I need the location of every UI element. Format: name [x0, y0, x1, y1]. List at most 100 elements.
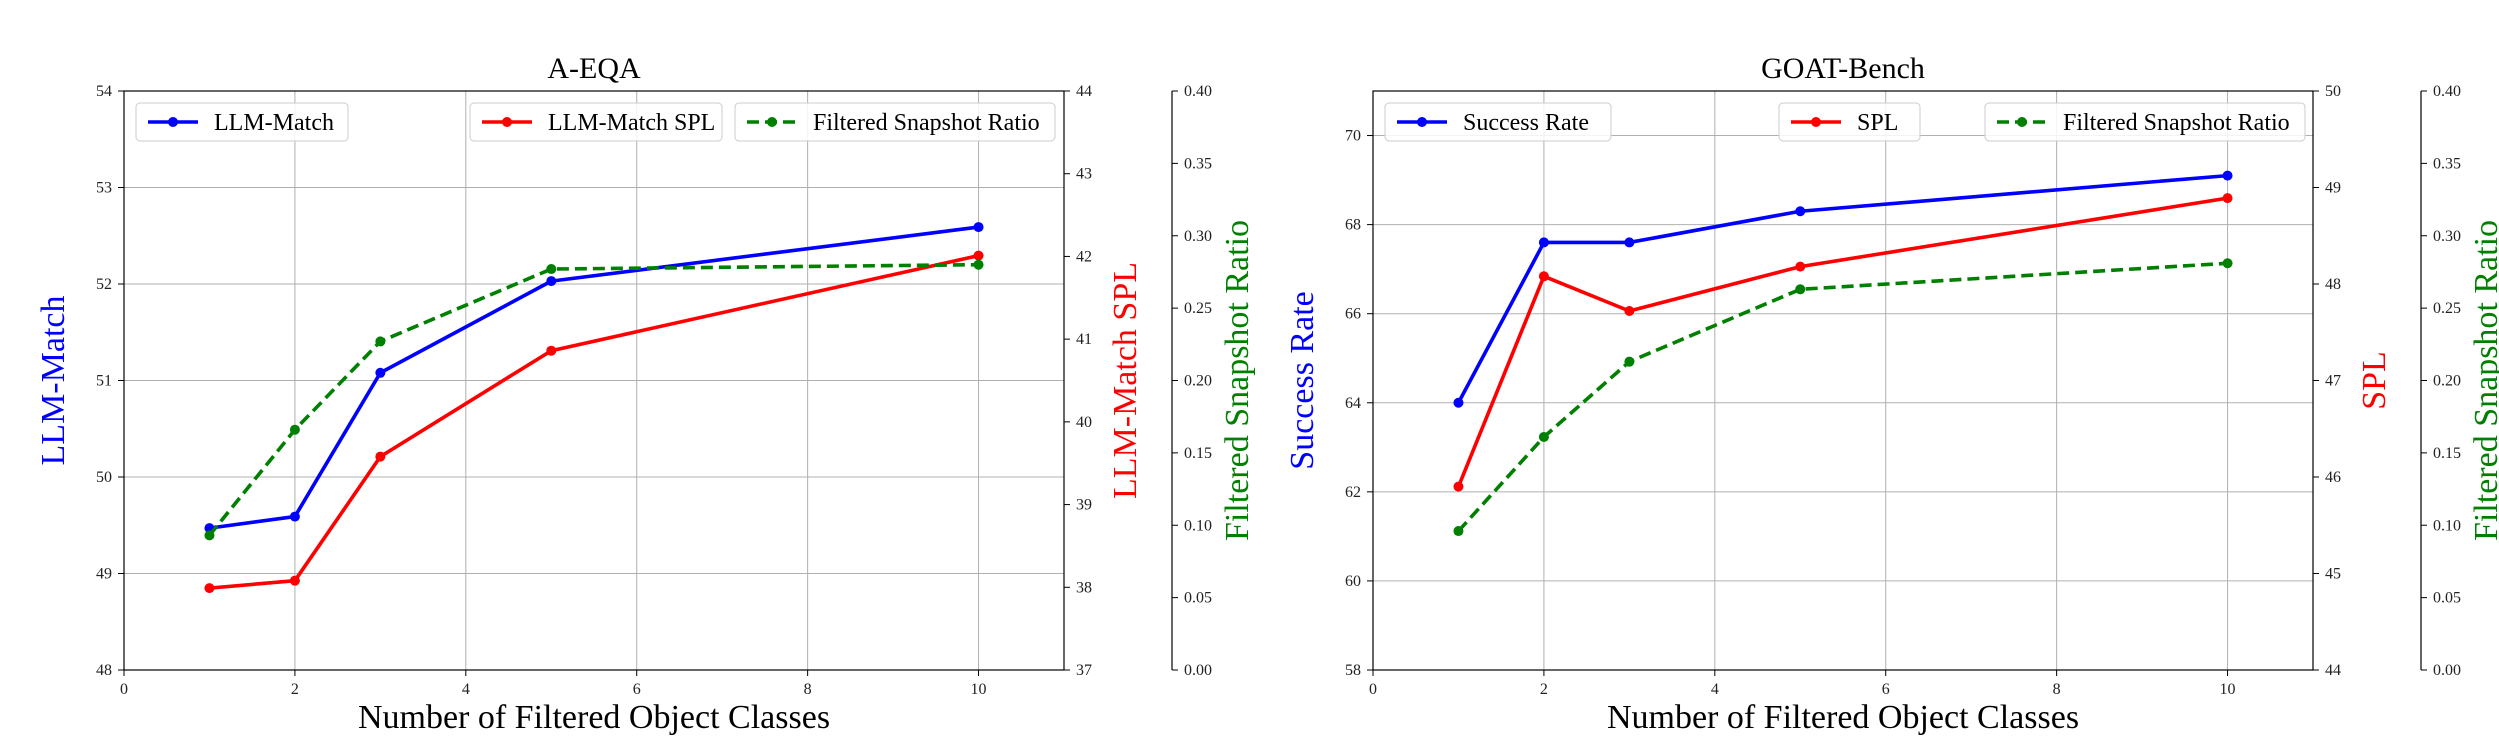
- legend-swatch-marker: [2017, 117, 2027, 127]
- legend-label: LLM-Match: [214, 110, 334, 136]
- legend-swatch-marker: [1811, 117, 1821, 127]
- y-tick-label: 66: [1345, 306, 1361, 323]
- y2-tick-label: 43: [1076, 166, 1092, 183]
- data-point: [1795, 284, 1806, 295]
- x-tick-label: 0: [1369, 681, 1377, 698]
- chart-title: GOAT-Bench: [1761, 52, 1925, 85]
- y2-tick-label: 44: [2325, 662, 2341, 679]
- y-tick-label: 52: [96, 276, 112, 293]
- x-tick-label: 10: [971, 681, 987, 698]
- y3-tick-label: 0.15: [2433, 445, 2461, 462]
- data-point: [375, 451, 386, 462]
- series-line: [1457, 261, 2228, 533]
- data-point: [546, 345, 557, 356]
- series-line: [209, 225, 979, 530]
- legend-top-center: LLM-Match SPL: [469, 102, 723, 142]
- y-tick-label: 68: [1345, 217, 1361, 234]
- y-tick-label: 51: [96, 373, 112, 390]
- legend-box: [1984, 102, 2306, 142]
- data-point: [973, 250, 984, 261]
- y-axis-label: LLM-Match: [35, 296, 72, 466]
- data-point: [289, 511, 300, 522]
- y3-tick-label: 0.15: [1184, 445, 1212, 462]
- x-tick-label: 2: [1540, 681, 1548, 698]
- legend-top-left: Success Rate: [1384, 102, 1612, 142]
- data-point: [973, 259, 984, 270]
- legend-box: [1384, 102, 1612, 142]
- y3-tick-label: 0.40: [2433, 83, 2461, 100]
- data-point: [1538, 271, 1549, 282]
- y-tick-label: 64: [1345, 395, 1361, 412]
- data-point: [1453, 397, 1464, 408]
- y-tick-label: 70: [1345, 128, 1361, 145]
- y-tick-label: 62: [1345, 484, 1361, 501]
- data-point: [1538, 237, 1549, 248]
- legend-label: Filtered Snapshot Ratio: [813, 110, 1040, 136]
- y3-tick-label: 0.35: [2433, 155, 2461, 172]
- legend-box: [469, 102, 723, 142]
- y3-tick-label: 0.30: [2433, 228, 2461, 245]
- y3-axis-label: Filtered Snapshot Ratio: [2468, 220, 2499, 541]
- y-axis-label: Success Rate: [1284, 291, 1321, 469]
- y3-tick-label: 0.05: [2433, 590, 2461, 607]
- legend-swatch-marker: [168, 117, 178, 127]
- y-tick-label: 50: [96, 469, 112, 486]
- y3-axis-label: Filtered Snapshot Ratio: [1219, 220, 1256, 541]
- data-point: [2222, 170, 2233, 181]
- legend-top-left: LLM-Match: [135, 102, 349, 142]
- y2-tick-label: 50: [2325, 83, 2341, 100]
- y-tick-label: 49: [96, 566, 112, 583]
- data-point: [2222, 258, 2233, 269]
- y3-tick-label: 0.20: [2433, 373, 2461, 390]
- y2-tick-label: 48: [2325, 276, 2341, 293]
- chart-title: A-EQA: [547, 52, 641, 85]
- data-point: [289, 424, 300, 435]
- data-point: [2222, 193, 2233, 204]
- legend-top-center: SPL: [1778, 102, 1921, 142]
- data-point: [1538, 431, 1549, 442]
- chart-1: 0 2 4 6 8 1058606264666870444546474849500.000…: [1284, 52, 2499, 736]
- x-tick-label: 6: [633, 681, 641, 698]
- y2-tick-label: 42: [1076, 248, 1092, 265]
- y-tick-label: 48: [96, 662, 112, 679]
- y-tick-label: 60: [1345, 573, 1361, 590]
- y3-tick-label: 0.40: [1184, 83, 1212, 100]
- legend-label: Filtered Snapshot Ratio: [2063, 110, 2290, 136]
- x-tick-label: 10: [2220, 681, 2236, 698]
- y2-tick-label: 40: [1076, 414, 1092, 431]
- data-point: [1795, 261, 1806, 272]
- y2-tick-label: 37: [1076, 662, 1092, 679]
- legend-box: [734, 102, 1056, 142]
- y3-tick-label: 0.10: [1184, 517, 1212, 534]
- series-line: [209, 253, 979, 590]
- y2-tick-label: 46: [2325, 469, 2341, 486]
- data-point: [1624, 306, 1635, 317]
- data-point: [1624, 237, 1635, 248]
- data-point: [1795, 206, 1806, 217]
- data-point: [1453, 481, 1464, 492]
- y2-tick-label: 44: [1076, 83, 1092, 100]
- y3-tick-label: 0.00: [2433, 662, 2461, 679]
- y3-tick-label: 0.00: [1184, 662, 1212, 679]
- legend-label: Success Rate: [1463, 110, 1589, 136]
- data-point: [204, 530, 215, 541]
- y-tick-label: 58: [1345, 662, 1361, 679]
- y3-tick-label: 0.25: [1184, 300, 1212, 317]
- y2-axis-label: SPL: [2356, 351, 2393, 410]
- data-point: [546, 276, 557, 287]
- x-axis-label: Number of Filtered Object Classes: [1607, 699, 2079, 736]
- legend-top-right: Filtered Snapshot Ratio: [1984, 102, 2306, 142]
- x-axis-label: Number of Filtered Object Classes: [358, 699, 830, 736]
- data-point: [289, 575, 300, 586]
- data-point: [546, 264, 557, 275]
- y2-tick-label: 45: [2325, 566, 2341, 583]
- x-tick-label: 8: [804, 681, 812, 698]
- plot-frame: [1372, 90, 2314, 671]
- y2-tick-label: 41: [1076, 331, 1092, 348]
- y3-tick-label: 0.20: [1184, 373, 1212, 390]
- y2-tick-label: 47: [2325, 373, 2341, 390]
- data-point: [204, 583, 215, 594]
- y-tick-label: 54: [96, 83, 112, 100]
- legend-swatch-marker: [767, 117, 777, 127]
